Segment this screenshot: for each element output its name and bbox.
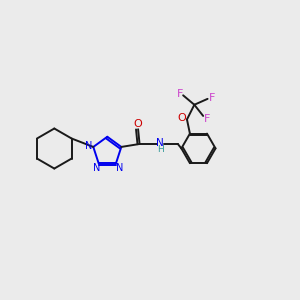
Text: N: N — [116, 164, 123, 173]
Text: N: N — [156, 138, 164, 148]
Text: N: N — [85, 141, 92, 151]
Text: N: N — [93, 164, 100, 173]
Text: O: O — [177, 113, 186, 123]
Text: O: O — [134, 119, 142, 129]
Text: F: F — [209, 93, 215, 103]
Text: F: F — [203, 115, 210, 124]
Text: F: F — [176, 89, 183, 99]
Text: H: H — [157, 145, 164, 154]
